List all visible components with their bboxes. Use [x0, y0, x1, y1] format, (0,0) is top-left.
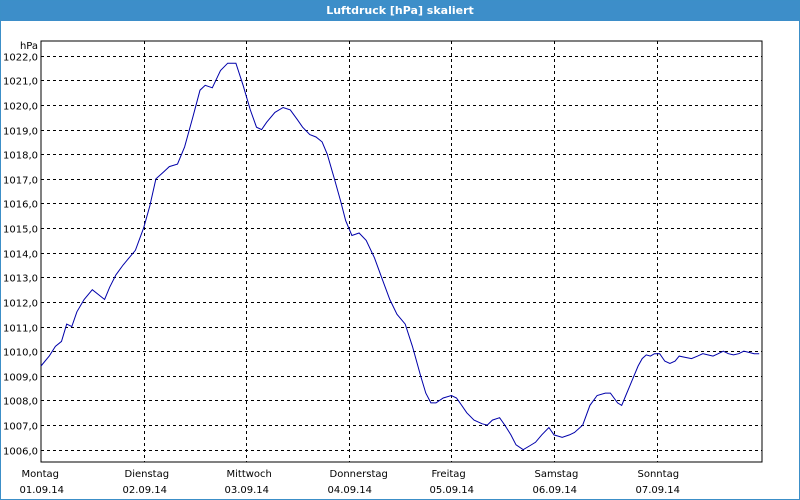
x-tick-date: 01.09.14 — [20, 485, 65, 496]
x-tick-day: Freitag — [432, 469, 466, 480]
y-tick-label: 1014,0 — [3, 250, 38, 261]
x-tick-date: 07.09.14 — [636, 485, 681, 496]
x-tick-date: 04.09.14 — [328, 485, 373, 496]
y-tick-label: 1010,0 — [3, 348, 38, 359]
window-title: Luftdruck [hPa] skaliert — [1, 1, 799, 21]
x-tick-date: 02.09.14 — [123, 485, 168, 496]
y-tick-label: 1008,0 — [3, 397, 38, 408]
y-axis-label: hPa — [20, 41, 38, 52]
y-tick-label: 1015,0 — [3, 225, 38, 236]
y-tick-label: 1019,0 — [3, 127, 38, 138]
y-tick-label: 1007,0 — [3, 422, 38, 433]
y-tick-label: 1009,0 — [3, 373, 38, 384]
x-tick-date: 03.09.14 — [225, 485, 270, 496]
y-tick-label: 1013,0 — [3, 274, 38, 285]
y-tick-label: 1011,0 — [3, 324, 38, 335]
x-tick-day: Sonntag — [638, 469, 680, 480]
x-tick-day: Dienstag — [125, 469, 170, 480]
plot-area — [40, 40, 763, 463]
x-tick-day: Samstag — [535, 469, 579, 480]
x-tick-date: 05.09.14 — [430, 485, 475, 496]
y-tick-label: 1012,0 — [3, 299, 38, 310]
x-tick-day: Donnerstag — [330, 469, 388, 480]
pressure-series-line — [40, 62, 760, 451]
y-tick-label: 1021,0 — [3, 77, 38, 88]
y-tick-label: 1016,0 — [3, 200, 38, 211]
y-tick-label: 1006,0 — [3, 447, 38, 458]
x-tick-day: Montag — [22, 469, 59, 480]
x-tick-date: 06.09.14 — [533, 485, 578, 496]
x-tick-day: Mittwoch — [227, 469, 272, 480]
y-tick-label: 1020,0 — [3, 102, 38, 113]
y-tick-label: 1018,0 — [3, 151, 38, 162]
y-tick-label: 1017,0 — [3, 176, 38, 187]
y-tick-label: 1022,0 — [3, 53, 38, 64]
